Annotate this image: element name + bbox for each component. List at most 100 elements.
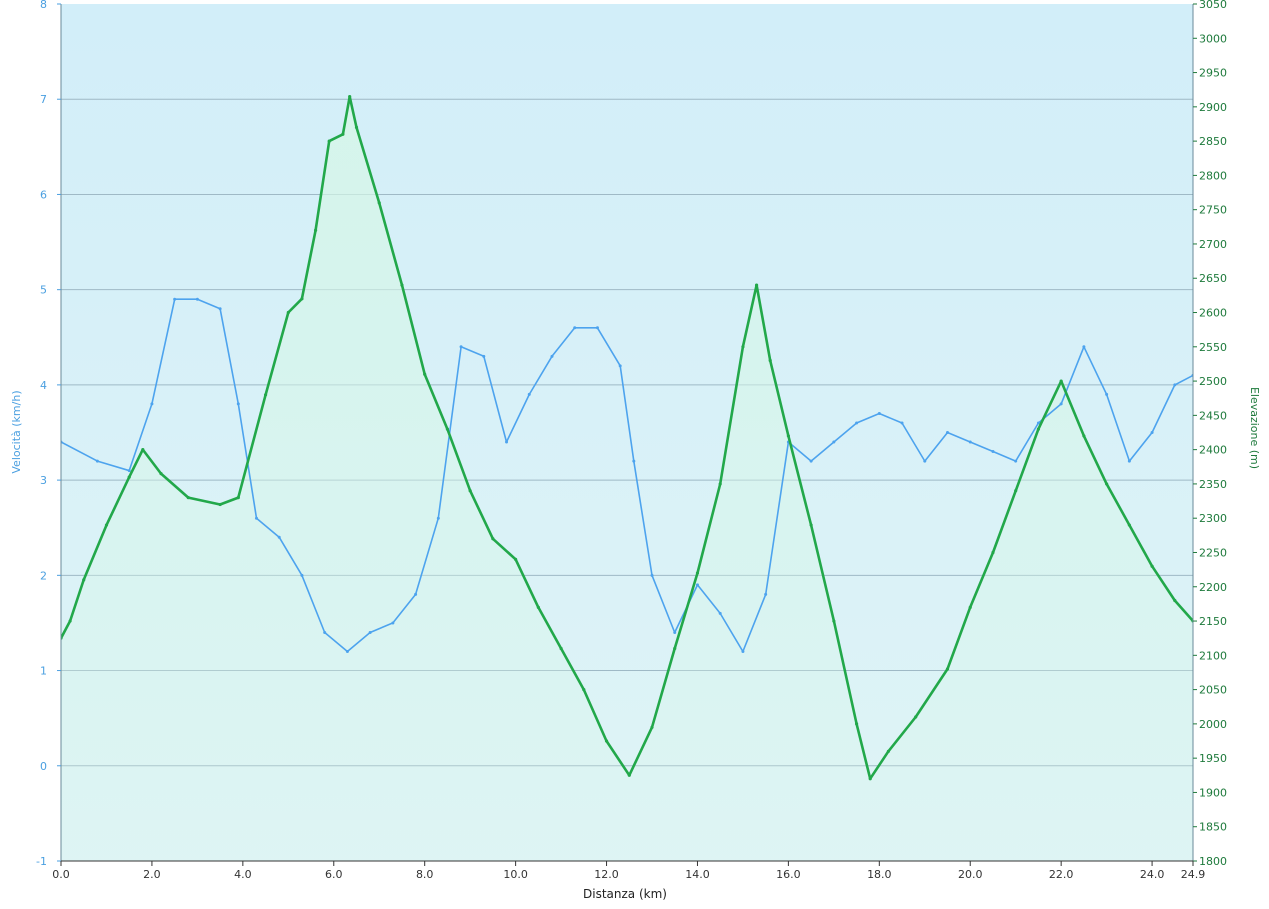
elevation-point [1150, 564, 1154, 568]
speed-point [618, 364, 622, 368]
elevation-point [673, 646, 677, 651]
elevation-point [468, 489, 472, 493]
speed-point [95, 459, 99, 463]
elevation-point [400, 283, 404, 287]
elevation-point [313, 228, 318, 232]
right-tick-label: 2950 [1199, 67, 1227, 80]
y-axis-right-title: Elevazione (m) [1248, 387, 1261, 469]
elevation-series-layer [61, 94, 1193, 781]
left-tick-label: 5 [40, 284, 47, 297]
x-tick-label: 6.0 [325, 868, 343, 881]
elevation-point [1036, 427, 1041, 431]
elevation-point [741, 345, 745, 349]
speed-point [300, 573, 304, 577]
right-tick-label: 2850 [1199, 135, 1227, 148]
right-tick-label: 2150 [1199, 615, 1227, 628]
speed-point [173, 297, 177, 301]
speed-point [436, 516, 440, 520]
right-tick-label: 2100 [1199, 649, 1227, 662]
elevation-point [695, 571, 700, 575]
speed-series-layer [61, 297, 1193, 654]
speed-point [632, 459, 636, 463]
right-tick-label: 1800 [1199, 855, 1227, 868]
x-tick-label: 8.0 [416, 868, 434, 881]
elevation-point [1082, 434, 1086, 438]
speed-point [968, 440, 972, 444]
elevation-point [104, 523, 109, 527]
left-tick-label: 7 [40, 93, 47, 106]
speed-point [1036, 421, 1040, 425]
speed-point [482, 354, 486, 358]
speed-point [946, 431, 950, 434]
elevation-point [945, 667, 950, 671]
speed-point [277, 535, 281, 539]
speed-point [1173, 383, 1177, 387]
elevation-point [341, 132, 345, 136]
speed-point [345, 650, 349, 654]
speed-point [900, 421, 904, 425]
speed-point [1105, 392, 1109, 396]
elevation-point [159, 472, 163, 476]
right-tick-label: 2700 [1199, 238, 1227, 251]
right-tick-label: 2400 [1199, 444, 1227, 457]
speed-point [1014, 459, 1018, 463]
right-tick-label: 2050 [1199, 684, 1227, 697]
speed-point [1059, 402, 1063, 406]
x-tick-label: 24.0 [1140, 868, 1165, 881]
elevation-point [354, 125, 359, 130]
elevation-point [300, 297, 304, 301]
elevation-point [914, 715, 918, 719]
elevation-point [854, 722, 859, 726]
elevation-point [536, 605, 540, 609]
speed-point [323, 630, 327, 634]
elevation-point [1173, 598, 1177, 603]
left-tick-label: 4 [40, 379, 47, 392]
elevation-point [286, 310, 290, 315]
elevation-point [718, 482, 722, 486]
elevation-point [1105, 482, 1109, 486]
elevation-point [218, 502, 222, 507]
speed-point [1127, 459, 1131, 463]
speed-point [573, 326, 577, 330]
right-tick-label: 2000 [1199, 718, 1227, 731]
x-tick-label: 4.0 [234, 868, 252, 881]
speed-point [459, 345, 463, 349]
elevation-point [423, 372, 427, 376]
speed-point [150, 402, 154, 406]
elevation-point [768, 358, 772, 363]
elevation-point [650, 725, 654, 729]
speed-point [695, 583, 699, 587]
elevation-point [1059, 379, 1063, 383]
right-tick-label: 3050 [1199, 0, 1227, 11]
right-tick-label: 2800 [1199, 169, 1227, 182]
speed-point [414, 592, 418, 596]
left-tick-label: 3 [40, 474, 47, 487]
speed-point [195, 297, 199, 301]
elevation-point [627, 773, 631, 777]
speed-point [550, 354, 554, 358]
left-y-ticks: -1 0 1 2 3 4 5 6 7 8 [36, 0, 61, 868]
elevation-area [61, 96, 1193, 861]
x-tick-label: 24.9 [1181, 868, 1206, 881]
speed-point [218, 307, 222, 311]
speed-point [527, 392, 531, 396]
elevation-point [127, 475, 131, 479]
speed-point [368, 630, 372, 634]
x-tick-label: 2.0 [143, 868, 161, 881]
right-tick-label: 2450 [1199, 409, 1227, 422]
speed-point [855, 421, 859, 425]
x-axis-title: Distanza (km) [583, 887, 667, 901]
speed-point [1150, 431, 1154, 434]
elevation-point [445, 427, 450, 431]
elevation-point [582, 688, 586, 692]
right-tick-label: 2250 [1199, 546, 1227, 559]
elevation-point [886, 749, 891, 753]
elevation-point [754, 283, 759, 287]
right-tick-label: 2600 [1199, 307, 1227, 320]
right-tick-label: 3000 [1199, 32, 1227, 45]
left-tick-label: 0 [40, 760, 47, 773]
left-tick-label: 8 [40, 0, 47, 11]
right-tick-label: 2300 [1199, 512, 1227, 525]
elevation-point [832, 619, 836, 623]
speed-point [923, 459, 927, 463]
